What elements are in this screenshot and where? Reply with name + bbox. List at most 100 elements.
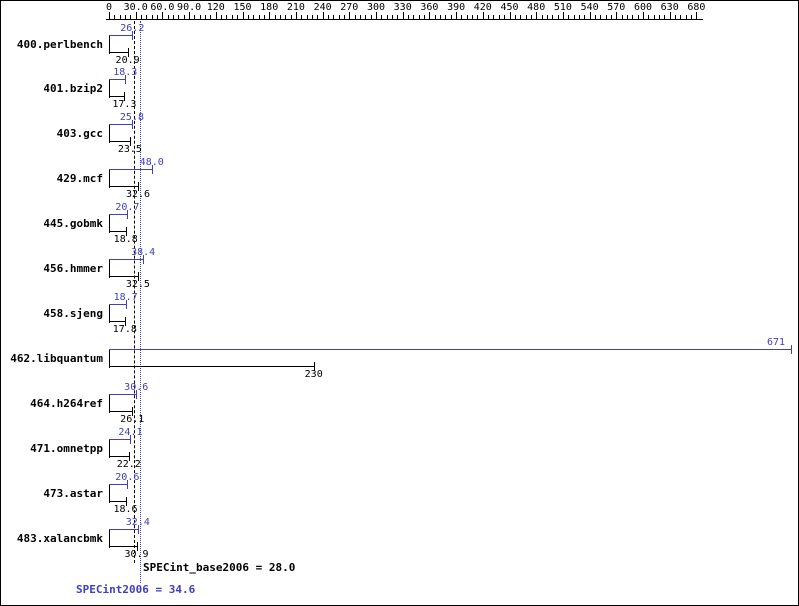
axis-tick-label: 240 xyxy=(313,2,332,13)
axis-major-tick xyxy=(109,12,110,19)
axis-minor-tick xyxy=(541,15,543,19)
base-value-label: 18.6 xyxy=(113,503,138,515)
base-value-label: 22.2 xyxy=(116,458,141,470)
axis-tick-label: 420 xyxy=(473,2,492,13)
axis-minor-tick xyxy=(226,15,228,19)
axis-minor-tick xyxy=(285,15,287,19)
peak-bar xyxy=(109,259,144,261)
axis-minor-tick xyxy=(605,15,607,19)
bar-start-cap xyxy=(109,304,110,324)
axis-tick-label: 0 xyxy=(105,2,113,13)
axis-tick-label: 570 xyxy=(607,2,626,13)
axis-minor-tick xyxy=(306,15,308,19)
axis-minor-tick xyxy=(610,15,612,19)
base-bar-end-cap xyxy=(124,317,126,327)
base-bar-end-cap xyxy=(127,47,129,57)
axis-minor-tick xyxy=(167,15,169,19)
axis-minor-tick xyxy=(392,15,394,19)
peak-bar-end-cap xyxy=(151,165,153,175)
axis-minor-tick xyxy=(648,15,650,19)
axis-tick-label: 180 xyxy=(260,2,279,13)
axis-minor-tick xyxy=(573,15,575,19)
axis-minor-tick xyxy=(578,15,580,19)
peak-value-label: 18.7 xyxy=(113,292,138,304)
axis-major-tick xyxy=(376,12,377,19)
axis-major-tick xyxy=(589,12,591,19)
axis-minor-tick xyxy=(450,15,452,19)
axis-minor-tick xyxy=(183,15,185,19)
axis-minor-tick xyxy=(424,15,426,19)
axis-minor-tick xyxy=(445,15,447,19)
axis-major-tick xyxy=(402,12,404,19)
base-bar xyxy=(109,321,125,323)
axis-minor-tick xyxy=(365,15,367,19)
peak-bar-end-cap xyxy=(125,75,127,85)
axis-tick-label: 540 xyxy=(580,2,599,13)
peak-bar xyxy=(109,483,128,485)
peak-bar xyxy=(109,169,152,171)
axis-minor-tick xyxy=(173,15,175,19)
axis-minor-tick xyxy=(594,15,596,19)
axis-tick-label: 60.0 xyxy=(150,2,175,13)
axis-minor-tick xyxy=(434,15,436,19)
base-result-annotation: SPECint_base2006 = 28.0 xyxy=(143,561,296,574)
axis-minor-tick xyxy=(146,15,148,19)
axis-major-tick xyxy=(643,12,644,19)
axis-minor-tick xyxy=(440,15,442,19)
benchmark-label: 401.bzip2 xyxy=(43,82,103,96)
axis-minor-tick xyxy=(600,15,602,19)
axis-minor-tick xyxy=(343,15,345,19)
peak-bar xyxy=(109,393,137,395)
x-axis-line xyxy=(106,19,704,20)
axis-minor-tick xyxy=(584,15,586,19)
axis-major-tick xyxy=(429,12,431,19)
axis-minor-tick xyxy=(477,15,479,19)
benchmark-label: 462.libquantum xyxy=(10,352,103,365)
peak-bar xyxy=(109,438,131,440)
axis-minor-tick xyxy=(231,15,233,19)
peak-bar-end-cap xyxy=(127,479,129,489)
peak-bar-end-cap xyxy=(143,255,145,265)
peak-value-label: 25.8 xyxy=(119,112,144,124)
axis-minor-tick xyxy=(354,15,356,19)
axis-minor-tick xyxy=(546,15,548,19)
axis-minor-tick xyxy=(525,15,527,19)
axis-tick-label: 480 xyxy=(527,2,546,13)
peak-value-label: 20.6 xyxy=(115,471,140,483)
benchmark-label: 429.mcf xyxy=(56,172,103,186)
peak-value-label: 48.0 xyxy=(139,157,164,169)
base-value-label: 17.3 xyxy=(112,99,137,111)
peak-bar-end-cap xyxy=(132,30,134,40)
peak-value-label: 24.1 xyxy=(118,426,143,438)
base-bar-end-cap xyxy=(138,182,139,192)
peak-bar-end-cap xyxy=(130,434,132,444)
axis-minor-tick xyxy=(114,15,116,19)
base-value-label: 32.5 xyxy=(125,279,150,291)
axis-minor-tick xyxy=(370,15,372,19)
axis-minor-tick xyxy=(263,15,265,19)
peak-bar-end-cap xyxy=(127,210,129,220)
axis-tick-label: 510 xyxy=(553,2,572,13)
axis-minor-tick xyxy=(381,15,383,19)
base-bar-end-cap xyxy=(136,541,138,551)
bar-start-cap xyxy=(109,393,110,413)
axis-tick-label: 210 xyxy=(286,2,305,13)
axis-minor-tick xyxy=(664,15,666,19)
axis-minor-tick xyxy=(413,15,415,19)
axis-minor-tick xyxy=(552,15,554,19)
bar-start-cap xyxy=(109,483,110,503)
axis-minor-tick xyxy=(205,15,207,19)
axis-major-tick xyxy=(295,12,297,19)
bar-start-cap xyxy=(109,528,110,548)
axis-minor-tick xyxy=(199,15,201,19)
benchmark-label: 456.hmmer xyxy=(43,262,103,276)
benchmark-label: 400.perlbench xyxy=(16,37,103,51)
bar-start-cap xyxy=(109,79,110,99)
axis-minor-tick xyxy=(659,15,661,19)
axis-tick-label: 390 xyxy=(447,2,466,13)
base-bar-end-cap xyxy=(124,92,126,102)
base-bar-end-cap xyxy=(125,496,127,506)
axis-minor-tick xyxy=(488,15,490,19)
axis-tick-label: 120 xyxy=(206,2,225,13)
axis-major-tick xyxy=(189,12,191,19)
